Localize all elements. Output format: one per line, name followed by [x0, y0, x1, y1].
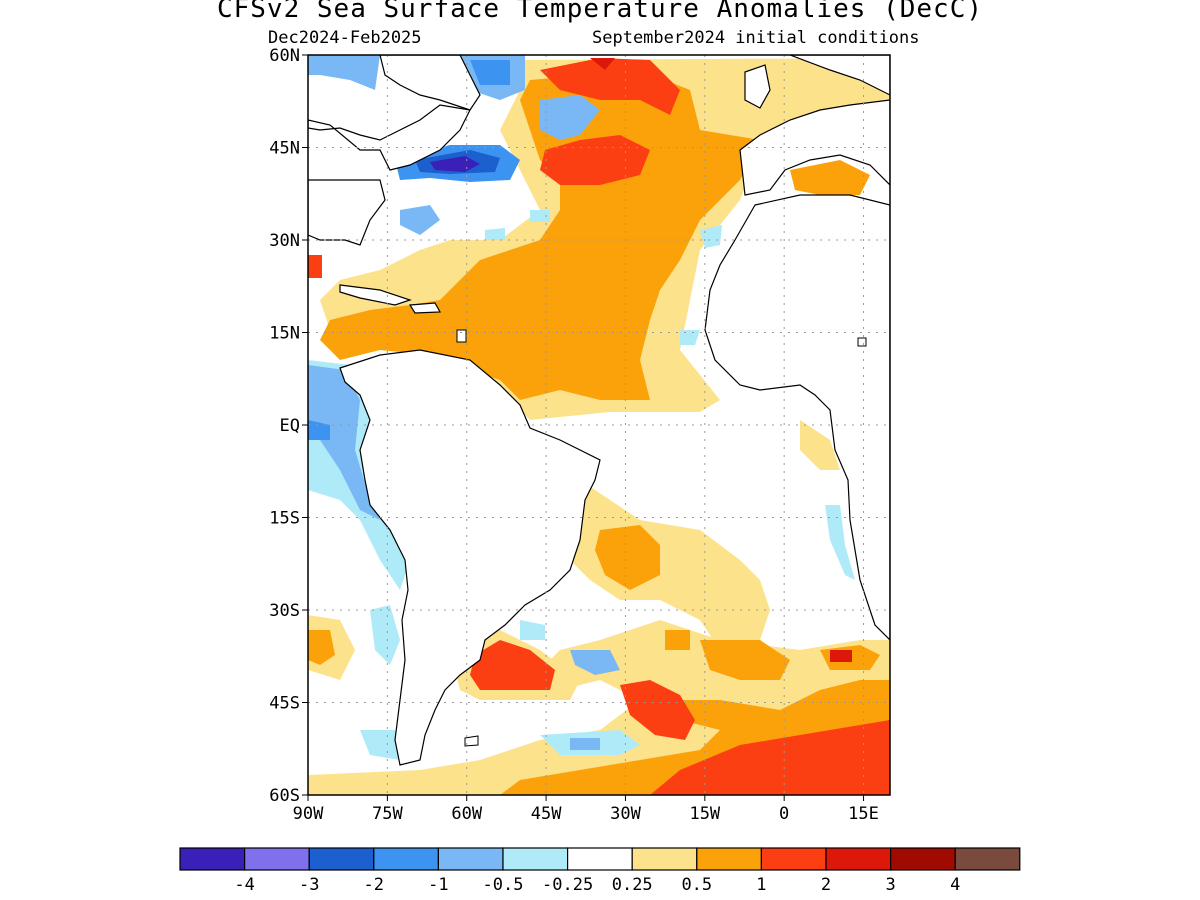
lat-tick-label: 60N: [269, 46, 300, 66]
anomaly-region: [700, 225, 722, 248]
lon-tick-label: 15W: [689, 804, 720, 824]
anomaly-region: [470, 640, 555, 690]
anomaly-region: [470, 60, 510, 85]
europe-landmass: [739, 55, 890, 196]
uk-landmass: [744, 64, 771, 109]
anomaly-region: [360, 730, 400, 760]
anomaly-region: [570, 650, 620, 675]
anomaly-region: [540, 135, 650, 185]
legend-swatch: [825, 847, 892, 871]
lat-tick-label: 60S: [269, 786, 300, 806]
hispaniola-island: [408, 302, 441, 314]
anomaly-region: [540, 95, 600, 140]
lat-tick-label: 45N: [269, 139, 300, 159]
anomaly-region: [540, 58, 680, 115]
legend-swatch: [373, 847, 439, 871]
color-legend: [179, 847, 1021, 871]
anomaly-region: [308, 365, 380, 520]
anomaly-region: [530, 210, 550, 222]
north-america-landmass: [308, 104, 471, 246]
anomaly-region: [650, 720, 890, 795]
lon-tick-label: 30W: [610, 804, 641, 824]
legend-label: -0.5: [483, 875, 524, 895]
lon-tick-label: 60W: [451, 804, 482, 824]
map-grid: [308, 55, 890, 795]
legend-label: 0.25: [612, 875, 653, 895]
anomaly-region: [485, 228, 505, 240]
anomaly-region: [800, 420, 840, 470]
lon-tick-label: 75W: [372, 804, 403, 824]
legend-label: -3: [299, 875, 319, 895]
anomaly-region: [590, 58, 615, 70]
anomaly-region: [560, 480, 770, 650]
lon-tick-label: 15E: [848, 804, 879, 824]
anomaly-region: [825, 505, 855, 580]
lat-tick-label: 30N: [269, 231, 300, 251]
legend-swatch: [437, 847, 504, 871]
anomaly-field: [308, 55, 890, 795]
lon-tick-label: 0: [779, 804, 789, 824]
lat-tick-label: 45S: [269, 694, 300, 714]
anomaly-region: [595, 525, 660, 590]
anomaly-region: [400, 205, 440, 235]
legend-swatch: [308, 847, 375, 871]
africa-landmass: [704, 194, 890, 641]
legend-label: -2: [364, 875, 384, 895]
legend-swatch: [954, 847, 1021, 871]
legend-label: 1: [756, 875, 766, 895]
legend-label: -1: [428, 875, 448, 895]
legend-swatch: [502, 847, 569, 871]
legend-label: 0.5: [681, 875, 712, 895]
lat-tick-label: 30S: [269, 601, 300, 621]
anomaly-region: [308, 630, 335, 665]
legend-labels: -4 -3 -2 -1 -0.5 -0.25 0.25 0.5 1 2 3 4: [234, 875, 960, 895]
canada-landmass: [379, 55, 481, 111]
legend-label: 4: [950, 875, 960, 895]
anomaly-region: [308, 255, 322, 278]
anomaly-region: [620, 680, 695, 740]
small-island: [456, 329, 467, 343]
legend-label: -0.25: [542, 875, 593, 895]
legend-label: 2: [821, 875, 831, 895]
legend-swatch: [566, 847, 633, 871]
legend-swatch: [631, 847, 698, 871]
anomaly-region: [830, 650, 852, 662]
anomaly-region: [320, 70, 760, 400]
anomaly-region: [370, 605, 400, 665]
lat-tick-label: 15N: [269, 324, 300, 344]
legend-swatch: [889, 847, 956, 871]
lat-tick-label: 15S: [269, 509, 300, 529]
anomaly-region: [665, 630, 690, 650]
legend-swatch: [760, 847, 827, 871]
anomaly-region: [680, 330, 700, 345]
legend-swatch: [179, 847, 246, 871]
legend-swatch: [244, 847, 310, 871]
legend-label: 3: [885, 875, 895, 895]
legend-label: -4: [234, 875, 254, 895]
anomaly-region: [790, 160, 870, 195]
longitude-axis: 90W 75W 60W 45W 30W 15W 0 15E: [293, 795, 879, 824]
anomaly-region: [520, 620, 545, 640]
lon-tick-label: 45W: [531, 804, 562, 824]
anomaly-region: [700, 640, 790, 680]
forecast-period: Dec2024-Feb2025: [268, 28, 422, 48]
falkland-islands: [464, 735, 479, 747]
initial-conditions: September2024 initial conditions: [592, 28, 920, 48]
latitude-axis: 60N 45N 30N 15N EQ 15S 30S 45S 60S: [269, 46, 308, 806]
map-title: CFSv2 Sea Surface Temperature Anomalies …: [216, 0, 984, 24]
anomaly-region: [570, 738, 600, 750]
lat-tick-label: EQ: [280, 416, 300, 436]
anomaly-region: [430, 156, 480, 172]
legend-swatch: [696, 847, 762, 871]
anomaly-region: [308, 55, 380, 90]
cuba-island: [339, 284, 412, 306]
canary-islands: [857, 337, 867, 347]
lon-tick-label: 90W: [293, 804, 324, 824]
south-america-landmass: [339, 349, 601, 766]
